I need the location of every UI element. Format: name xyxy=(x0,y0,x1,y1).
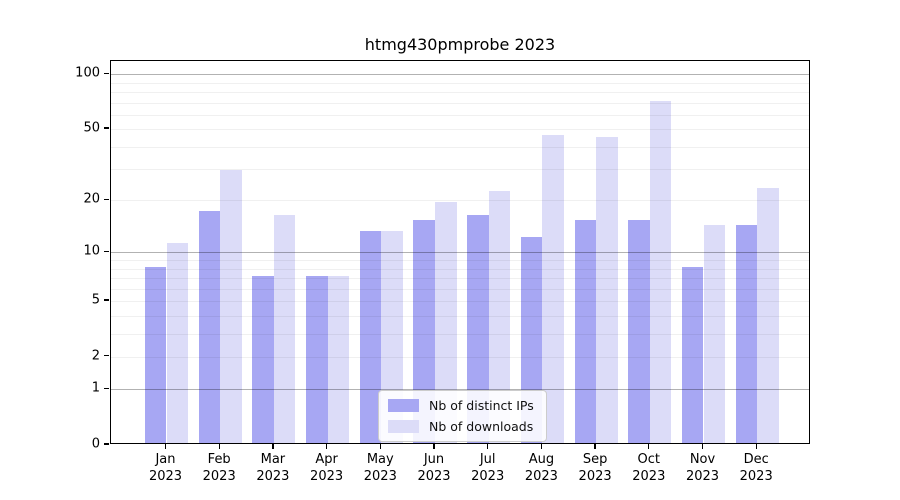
xtick-dash-may xyxy=(379,444,381,449)
ytick-dash-1 xyxy=(104,387,109,389)
bar-ips-mar xyxy=(252,275,274,443)
gridline-minor-90 xyxy=(111,82,809,84)
xtick-label-nov: Nov 2023 xyxy=(685,452,720,484)
bar-downloads-jun xyxy=(435,202,457,443)
gridline-minor-30 xyxy=(111,169,809,171)
xtick-label-feb: Feb 2023 xyxy=(202,452,236,484)
bar-ips-oct xyxy=(628,220,650,443)
xtick-dash-jan xyxy=(164,444,167,449)
ytick-label-1: 1 xyxy=(91,380,100,396)
ytick-dash-0 xyxy=(104,443,109,445)
xtick-label-dec: Dec 2023 xyxy=(739,452,773,484)
bar-downloads-jul xyxy=(488,191,511,443)
xtick-label-oct: Oct 2023 xyxy=(632,452,666,484)
bar-downloads-aug xyxy=(542,135,564,443)
bar-ips-sep xyxy=(574,220,597,443)
legend-label-downloads: Nb of downloads xyxy=(429,419,534,434)
gridline-minor-20 xyxy=(111,200,809,202)
legend-swatch-downloads xyxy=(388,420,419,433)
bar-downloads-dec xyxy=(757,187,779,443)
legend-row-downloads: Nb of downloads xyxy=(388,419,534,434)
ytick-dash-50 xyxy=(104,127,109,129)
ytick-dash-10 xyxy=(104,250,109,252)
gridline-major-100 xyxy=(111,74,809,76)
legend-row-ips: Nb of distinct IPs xyxy=(388,398,534,413)
xtick-label-sep: Sep 2023 xyxy=(578,452,612,484)
xtick-dash-aug xyxy=(540,444,543,449)
bar-downloads-sep xyxy=(596,137,618,443)
bar-ips-jul xyxy=(467,215,489,443)
xtick-label-jan: Jan 2023 xyxy=(148,452,183,484)
bar-downloads-jan xyxy=(166,243,189,443)
gridline-minor-40 xyxy=(111,146,809,148)
xtick-label-jun: Jun 2023 xyxy=(417,452,451,484)
xtick-dash-nov xyxy=(701,444,704,449)
ytick-label-2: 2 xyxy=(91,348,100,364)
bar-ips-jun xyxy=(413,220,435,443)
bar-ips-jan xyxy=(144,266,167,443)
bar-ips-dec xyxy=(735,225,758,443)
gridline-minor-80 xyxy=(111,91,809,93)
ytick-dash-5 xyxy=(104,299,109,301)
bar-downloads-mar xyxy=(273,215,296,443)
bar-downloads-apr xyxy=(327,275,350,443)
xtick-label-apr: Apr 2023 xyxy=(310,452,344,484)
ytick-label-10: 10 xyxy=(83,243,100,259)
bar-downloads-oct xyxy=(649,100,672,443)
xtick-label-aug: Aug 2023 xyxy=(524,452,558,484)
xtick-dash-oct xyxy=(648,444,650,449)
xtick-dash-mar xyxy=(272,444,274,449)
xtick-dash-jul xyxy=(487,444,489,449)
bar-ips-may xyxy=(359,231,382,443)
ytick-label-5: 5 xyxy=(91,292,100,308)
xtick-dash-sep xyxy=(594,444,596,449)
gridline-minor-60 xyxy=(111,114,809,116)
xtick-label-may: May 2023 xyxy=(363,452,397,484)
ytick-label-100: 100 xyxy=(75,65,100,81)
legend-swatch-ips xyxy=(388,399,419,412)
bar-ips-nov xyxy=(681,266,704,443)
plot-area xyxy=(110,60,810,444)
chart-title: htmg430pmprobe 2023 xyxy=(364,35,556,54)
ytick-label-50: 50 xyxy=(83,120,100,136)
ytick-dash-100 xyxy=(104,72,109,74)
gridline-minor-70 xyxy=(111,102,809,104)
ytick-label-20: 20 xyxy=(83,191,100,207)
bar-downloads-feb xyxy=(220,169,242,443)
xtick-dash-dec xyxy=(755,444,757,449)
bar-ips-apr xyxy=(306,275,328,443)
ytick-dash-20 xyxy=(104,198,109,201)
ytick-dash-2 xyxy=(104,355,109,357)
xtick-label-jul: Jul 2023 xyxy=(471,452,505,484)
bar-ips-feb xyxy=(198,210,221,443)
bar-downloads-nov xyxy=(703,225,726,443)
xtick-dash-feb xyxy=(218,444,220,449)
xtick-dash-jun xyxy=(433,444,435,449)
gridline-minor-50 xyxy=(111,129,809,131)
ytick-label-0: 0 xyxy=(91,436,100,452)
xtick-label-mar: Mar 2023 xyxy=(256,452,290,484)
xtick-dash-apr xyxy=(325,444,328,449)
legend: Nb of distinct IPs Nb of downloads xyxy=(378,390,547,442)
legend-label-ips: Nb of distinct IPs xyxy=(429,398,534,413)
